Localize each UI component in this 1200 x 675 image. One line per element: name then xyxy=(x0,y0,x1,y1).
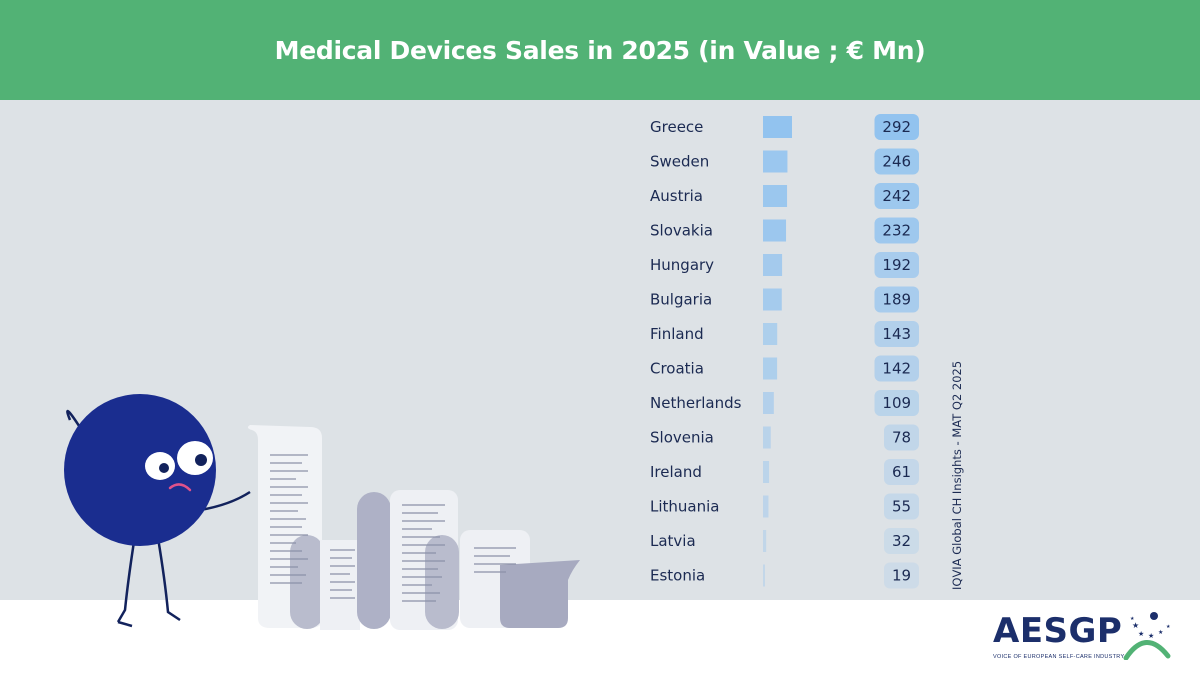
bar xyxy=(763,530,767,552)
value-badge xyxy=(884,459,919,485)
svg-text:★: ★ xyxy=(1138,630,1144,638)
data-label: 192 xyxy=(882,256,911,274)
bar xyxy=(763,116,792,138)
bar xyxy=(763,150,788,173)
mascot-illustration xyxy=(64,394,580,630)
svg-text:★: ★ xyxy=(1158,629,1163,636)
header-banner: Medical Devices Sales in 2025 (in Value … xyxy=(0,0,1200,100)
svg-text:★: ★ xyxy=(1132,621,1139,630)
category-label: Slovenia xyxy=(650,429,714,447)
category-label: Finland xyxy=(650,325,704,343)
value-badge xyxy=(874,114,919,140)
logo-mark-icon: ★ ★ ★ ★ ★ ★ xyxy=(1123,612,1171,660)
blue-ball-character xyxy=(64,394,251,628)
data-label: 143 xyxy=(882,325,911,343)
category-label: Netherlands xyxy=(650,394,742,412)
value-badge xyxy=(884,528,919,554)
bar xyxy=(763,288,782,311)
logo-tagline: VOICE OF EUROPEAN SELF-CARE INDUSTRY xyxy=(993,654,1125,660)
data-label: 242 xyxy=(882,187,911,205)
category-label: Greece xyxy=(650,118,703,136)
value-badge xyxy=(874,286,919,313)
data-label: 32 xyxy=(892,532,911,550)
page-title: Medical Devices Sales in 2025 (in Value … xyxy=(274,35,926,65)
logo-wordmark: AESGP xyxy=(993,611,1123,651)
svg-text:★: ★ xyxy=(1130,616,1135,622)
bar xyxy=(763,323,778,345)
bar xyxy=(763,426,771,449)
category-label: Slovakia xyxy=(650,222,713,240)
value-badge xyxy=(884,424,919,451)
category-label: Sweden xyxy=(650,153,709,171)
value-badge xyxy=(874,148,919,175)
source-note: IQVIA Global CH Insights - MAT Q2 2025 xyxy=(950,360,964,590)
category-label: Austria xyxy=(650,187,703,205)
svg-text:★: ★ xyxy=(1166,624,1171,630)
data-label: 142 xyxy=(882,360,911,378)
bar xyxy=(763,254,783,276)
bar xyxy=(763,219,787,242)
data-label: 19 xyxy=(892,567,911,585)
data-label: 109 xyxy=(882,394,911,412)
category-label: Estonia xyxy=(650,567,705,585)
svg-text:★: ★ xyxy=(1148,632,1154,640)
category-label: Latvia xyxy=(650,532,696,550)
value-badge xyxy=(874,252,919,278)
category-label: Hungary xyxy=(650,256,714,274)
chart-panel xyxy=(0,100,1200,600)
data-label: 61 xyxy=(892,463,911,481)
value-badge xyxy=(874,321,919,347)
category-label: Croatia xyxy=(650,360,704,378)
bar xyxy=(763,495,769,518)
value-badge xyxy=(874,183,919,209)
value-badge xyxy=(874,390,919,416)
aesgp-logo: AESGP VOICE OF EUROPEAN SELF-CARE INDUST… xyxy=(990,608,1180,668)
data-label: 55 xyxy=(892,498,911,516)
data-label: 78 xyxy=(892,429,911,447)
category-label: Lithuania xyxy=(650,498,719,516)
bar xyxy=(763,392,774,414)
data-label: 189 xyxy=(882,291,911,309)
value-badge xyxy=(874,355,919,382)
receipt-illustration xyxy=(247,425,580,630)
bar xyxy=(763,461,770,483)
bar xyxy=(763,185,788,207)
value-badge xyxy=(884,493,919,520)
value-badge xyxy=(884,562,919,589)
data-label: 246 xyxy=(882,153,911,171)
category-label: Ireland xyxy=(650,463,702,481)
footer xyxy=(0,600,1200,675)
bar xyxy=(763,357,778,380)
bar xyxy=(763,564,765,587)
category-label: Bulgaria xyxy=(650,291,712,309)
value-badge xyxy=(874,217,919,244)
data-label: 232 xyxy=(882,222,911,240)
data-label: 292 xyxy=(882,118,911,136)
